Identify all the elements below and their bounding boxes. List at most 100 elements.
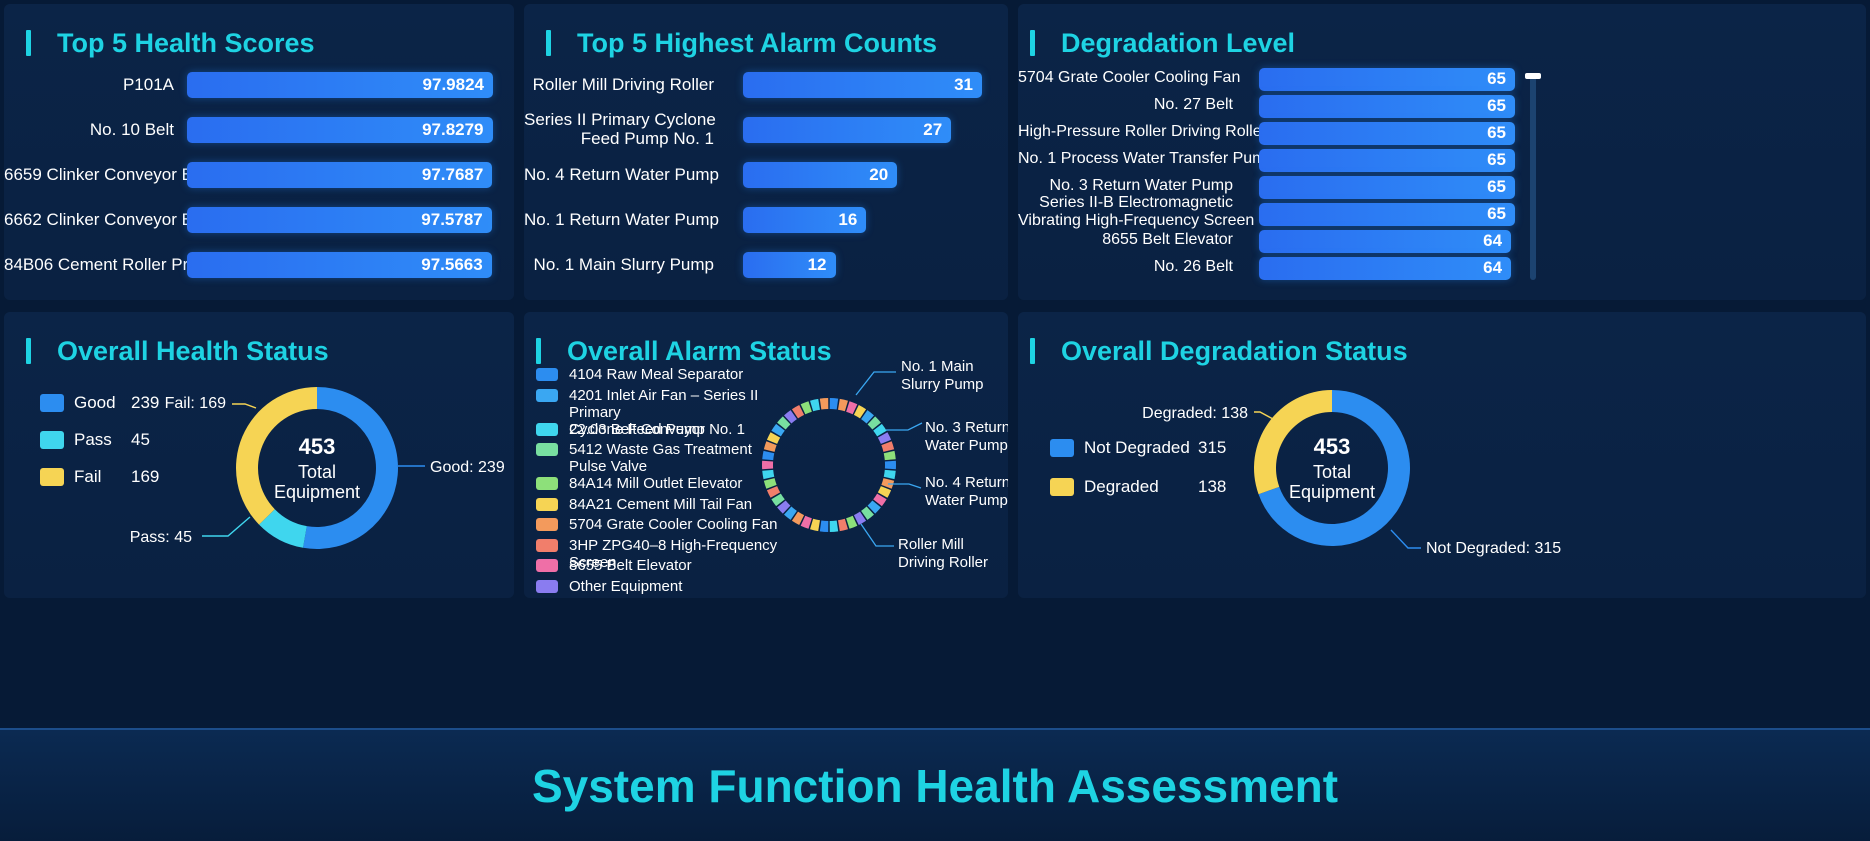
alarm-legend-item: 8655 Belt Elevator — [536, 557, 692, 574]
bar-value-label: 65 — [1487, 69, 1506, 88]
donut-segment — [810, 518, 820, 532]
overall-degradation-title: Overall Degradation Status — [1061, 335, 1408, 366]
bar-category-label: 84B06 Cement Roller Press — [4, 255, 215, 274]
bar: 65 — [1259, 202, 1515, 226]
overall-alarm-panel: Overall Alarm Status 4104 Raw Meal Separ… — [524, 312, 1008, 598]
donut-segment — [800, 401, 812, 415]
donut-segment — [763, 441, 777, 452]
bar-value-label: 65 — [1487, 96, 1506, 115]
callout-line — [1254, 411, 1274, 420]
legend-name: 4201 Inlet Air Fan – Series II Primary Cy… — [569, 386, 759, 438]
legend-swatch — [536, 368, 558, 381]
bar-value-label: 97.7687 — [421, 165, 484, 184]
alarm-legend-item: 84A14 Mill Outlet Elevator — [536, 475, 742, 492]
legend-swatch — [536, 518, 558, 531]
alarm-legend-item: 3HP ZPG40–8 High-Frequency Screen — [536, 537, 796, 571]
center-value: 453 — [1314, 434, 1351, 459]
bar-category-label: No. 4 Return Water Pump — [524, 165, 719, 184]
donut-segment — [877, 486, 892, 498]
donut-segment — [846, 401, 858, 415]
donut-segment — [791, 511, 805, 526]
donut-segment — [829, 520, 839, 532]
degradation-title: Degradation Level — [1061, 27, 1296, 58]
bar-value-label: 27 — [923, 120, 943, 139]
legend-value: 315 — [1198, 438, 1227, 457]
donut-slice — [259, 509, 307, 548]
alarm-legend-item: 22.03 Belt Conveyor — [536, 421, 705, 438]
bar-category-label: No. 3 Return Water Pump — [1049, 177, 1233, 194]
alarm-legend-item: 5412 Waste Gas Treatment Pulse Valve — [536, 441, 752, 475]
bar-value-label: 16 — [838, 210, 858, 229]
bar: 65 — [1259, 121, 1515, 145]
callout-label: No. 4 Return — [925, 474, 1008, 491]
donut-segment — [838, 398, 848, 412]
bar-track: 65 — [1259, 67, 1515, 91]
bar-category-label: 5704 Grate Cooler Cooling Fan — [1018, 69, 1241, 86]
legend-item: Fail 169 — [40, 467, 159, 487]
legend-name: 4104 Raw Meal Separator — [569, 366, 744, 383]
panel-title: Degradation Level — [1030, 28, 1295, 58]
callout-label: Water Pump — [925, 492, 1008, 509]
donut-segment — [883, 450, 896, 461]
bar: 12 — [743, 252, 836, 278]
title-accent-bar — [26, 30, 31, 56]
bar: 97.7687 — [187, 162, 493, 188]
bar-value-label: 65 — [1487, 177, 1506, 196]
degradation-panel: Degradation Level 5704 Grate Cooler Cool… — [1018, 4, 1866, 300]
overall-alarm-title: Overall Alarm Status — [567, 335, 832, 366]
bar-track: 97.5787 — [187, 207, 493, 233]
donut-slice — [303, 387, 398, 549]
degradation-scrollbar[interactable] — [1525, 73, 1541, 280]
bar-category-label: No. 1 Return Water Pump — [524, 210, 719, 229]
legend-value: 239 — [131, 393, 160, 412]
donut-segment — [771, 493, 785, 507]
legend-swatch — [536, 497, 558, 511]
panel-title: Overall Health Status — [26, 336, 329, 366]
bar-track: 12 — [743, 252, 982, 278]
overall-health-panel: Overall Health Status Good 239 Pass 45 Fail 1… — [4, 312, 514, 598]
legend-swatch — [40, 431, 64, 449]
bar: 97.5787 — [187, 207, 492, 233]
donut-segment — [867, 416, 881, 430]
bar-category-label: 6659 Clinker Conveyor Belt — [4, 165, 211, 184]
legend-swatch — [536, 443, 558, 456]
legend-name: 8655 Belt Elevator — [569, 557, 692, 574]
panel-title: Top 5 Highest Alarm Counts — [546, 28, 937, 58]
alarm-top5-title: Top 5 Highest Alarm Counts — [577, 27, 938, 58]
callout-line — [855, 371, 896, 396]
health-top5-title: Top 5 Health Scores — [57, 27, 315, 58]
bar-category-label: High-Pressure Roller Driving Roller — [1018, 123, 1267, 140]
donut-segment — [763, 478, 777, 489]
donut-segment — [784, 410, 797, 424]
legend-name: Degraded — [1084, 477, 1159, 496]
legend-swatch — [536, 477, 558, 490]
donut-segment — [853, 511, 867, 526]
donut-segment — [829, 398, 839, 410]
donut-segment — [819, 398, 829, 410]
bar-track: 97.5663 — [187, 252, 493, 278]
scrollbar-thumb[interactable] — [1525, 73, 1541, 79]
callout-label: Driving Roller — [898, 554, 988, 571]
callout-line — [232, 403, 257, 409]
legend-name: 84A14 Mill Outlet Elevator — [569, 475, 743, 492]
legend-item: Degraded 138 — [1050, 477, 1226, 497]
bar-category-label: 8655 Belt Elevator — [1102, 231, 1233, 248]
legend-name: 5412 Waste Gas Treatment Pulse Valve — [569, 441, 752, 475]
bar: 65 — [1259, 175, 1515, 199]
donut-segment — [861, 506, 874, 520]
donut-segment — [762, 469, 775, 480]
bar-track: 27 — [743, 117, 982, 143]
donut-slice — [236, 387, 317, 525]
legend-name: 3HP ZPG40–8 High-Frequency Screen — [569, 536, 778, 571]
health-top5-panel: Top 5 Health Scores P101A 97.9824 No. 10 B… — [4, 4, 514, 300]
bar-track: 65 — [1259, 202, 1515, 226]
donut-segment — [881, 441, 895, 452]
donut-segment — [873, 493, 887, 507]
donut-slice — [1254, 390, 1332, 495]
donut-segment — [777, 500, 791, 514]
bar-value-label: 64 — [1483, 231, 1503, 250]
alarm-top5-panel: Top 5 Highest Alarm Counts Roller Mill D… — [524, 4, 1008, 300]
bar: 65 — [1259, 148, 1515, 172]
